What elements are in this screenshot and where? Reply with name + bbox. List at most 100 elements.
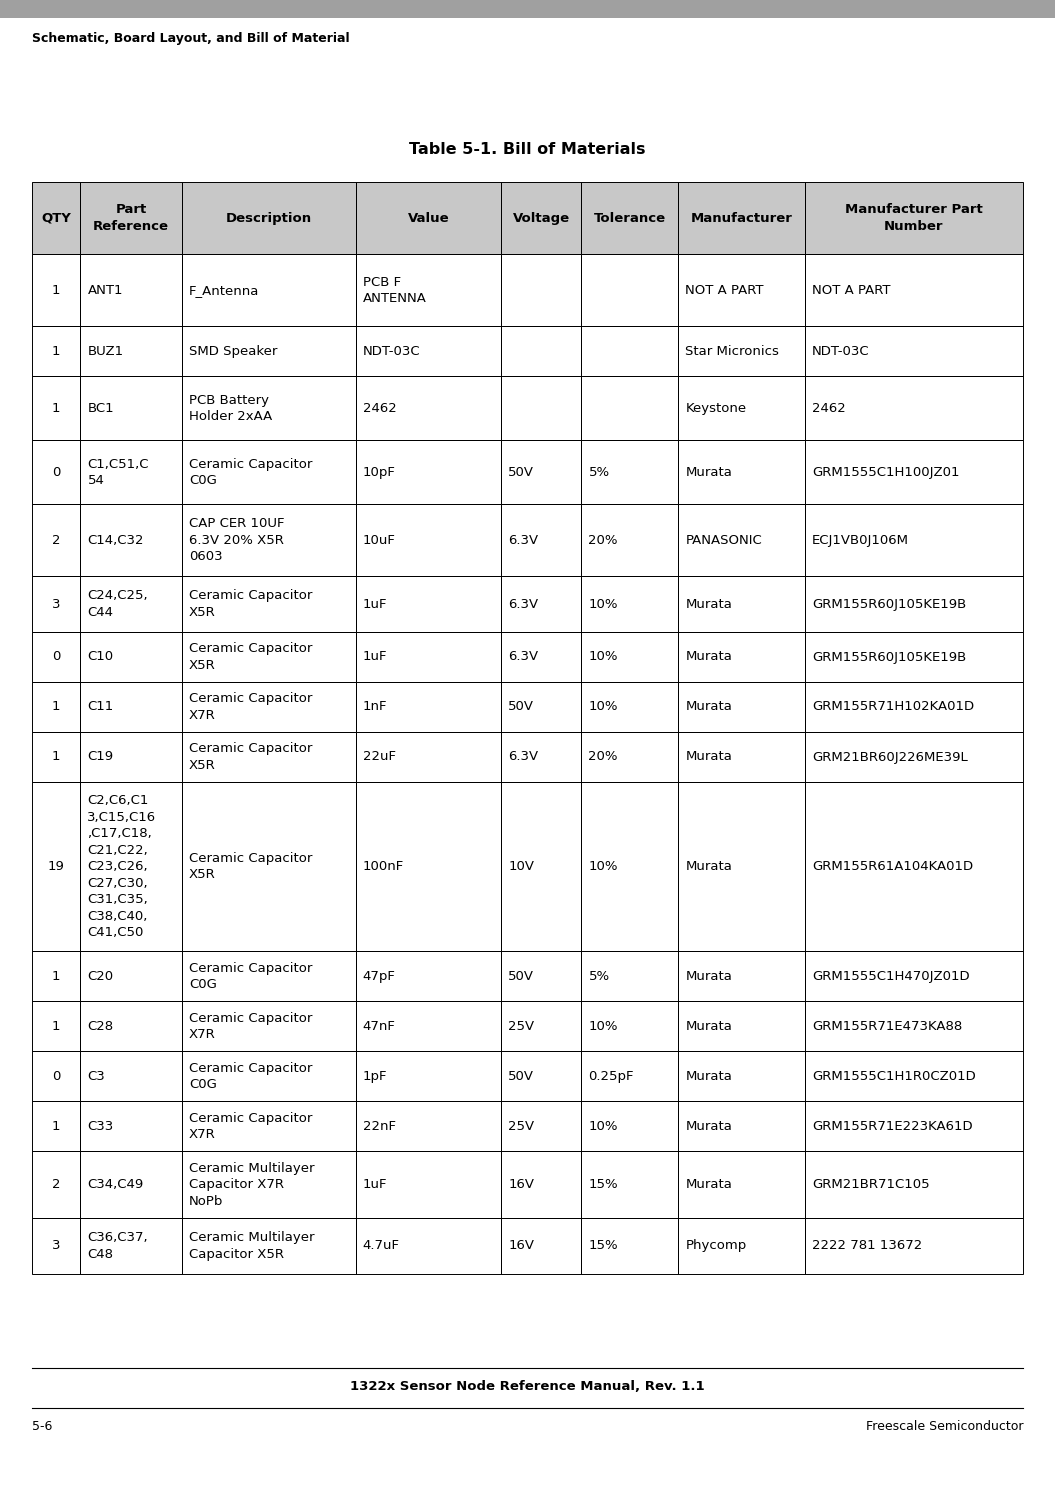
Bar [80,782,181,951]
Text: 5%: 5% [589,466,610,479]
Text: C10: C10 [88,651,114,663]
Bar [678,376,805,440]
Text: Murata: Murata [686,1178,732,1191]
Bar [678,782,805,951]
Bar [501,1151,581,1218]
Bar [805,1051,1023,1102]
Bar [805,182,1023,254]
Bar [32,376,80,440]
Text: 19: 19 [47,860,64,873]
Bar [805,632,1023,682]
Bar [356,327,501,376]
Bar [678,327,805,376]
Bar [805,1218,1023,1274]
Text: Schematic, Board Layout, and Bill of Material: Schematic, Board Layout, and Bill of Mat… [32,31,349,45]
Bar [32,1218,80,1274]
Text: 1uF: 1uF [363,651,387,663]
Text: Ceramic Capacitor
C0G: Ceramic Capacitor C0G [189,457,312,487]
Bar [80,576,181,632]
Text: 1: 1 [52,970,60,982]
Bar [581,505,678,576]
Bar [805,951,1023,1002]
Text: GRM155R71E473KA88: GRM155R71E473KA88 [812,1020,962,1033]
Text: BC1: BC1 [88,402,114,415]
Text: Ceramic Capacitor
C0G: Ceramic Capacitor C0G [189,961,312,991]
Text: C34,C49: C34,C49 [88,1178,143,1191]
Text: GRM1555C1H100JZ01: GRM1555C1H100JZ01 [812,466,959,479]
Bar [80,440,181,505]
Text: PCB Battery
Holder 2xAA: PCB Battery Holder 2xAA [189,394,272,423]
Text: 6.3V: 6.3V [509,534,538,546]
Text: 3: 3 [52,597,60,611]
Text: C19: C19 [88,751,114,763]
Text: Murata: Murata [686,1070,732,1082]
Text: 1uF: 1uF [363,1178,387,1191]
Text: 2462: 2462 [812,402,846,415]
Bar [80,182,181,254]
Bar [80,951,181,1002]
Text: Star Micronics: Star Micronics [686,345,780,358]
Bar [805,182,1023,254]
Bar [356,1002,501,1051]
Bar [181,732,356,782]
Bar [501,376,581,440]
Text: 50V: 50V [509,466,534,479]
Text: GRM21BR60J226ME39L: GRM21BR60J226ME39L [812,751,967,763]
Bar [805,505,1023,576]
Bar [678,1151,805,1218]
Text: 50V: 50V [509,1070,534,1082]
Bar [678,1102,805,1151]
Text: 10%: 10% [589,700,618,714]
Bar [181,1102,356,1151]
Bar [805,782,1023,951]
Text: GRM21BR71C105: GRM21BR71C105 [812,1178,929,1191]
Text: Murata: Murata [686,597,732,611]
Bar [581,182,678,254]
Text: Murata: Murata [686,751,732,763]
Bar [678,1002,805,1051]
Text: Ceramic Multilayer
Capacitor X7R
NoPb: Ceramic Multilayer Capacitor X7R NoPb [189,1162,314,1208]
Bar [678,182,805,254]
Bar [581,1002,678,1051]
Text: Phycomp: Phycomp [686,1239,747,1253]
Bar [356,505,501,576]
Bar [32,576,80,632]
Bar [581,732,678,782]
Bar [581,782,678,951]
Bar [356,632,501,682]
Bar [501,1218,581,1274]
Text: Murata: Murata [686,970,732,982]
Bar [32,951,80,1002]
Text: 5-6: 5-6 [32,1420,53,1433]
Text: 50V: 50V [509,970,534,982]
Text: Manufacturer: Manufacturer [691,212,792,224]
Text: Description: Description [226,212,312,224]
Bar [356,254,501,327]
Bar [678,682,805,732]
Bar [581,1102,678,1151]
Text: NDT-03C: NDT-03C [812,345,869,358]
Text: NOT A PART: NOT A PART [812,284,890,297]
Bar [805,440,1023,505]
Bar [356,1051,501,1102]
Bar [32,505,80,576]
Bar [805,732,1023,782]
Text: 10V: 10V [509,860,534,873]
Bar [181,576,356,632]
Bar [181,1002,356,1051]
Bar [32,682,80,732]
Text: NOT A PART: NOT A PART [686,284,764,297]
Bar [32,440,80,505]
Bar [356,682,501,732]
Text: Manufacturer Part
Number: Manufacturer Part Number [845,203,983,233]
Text: 1pF: 1pF [363,1070,387,1082]
Text: 1: 1 [52,700,60,714]
Text: C1,C51,C
54: C1,C51,C 54 [88,457,149,487]
Bar [501,576,581,632]
Text: 20%: 20% [589,751,618,763]
Bar [181,1151,356,1218]
Bar [181,254,356,327]
Bar [356,182,501,254]
Bar [181,1218,356,1274]
Text: 10%: 10% [589,597,618,611]
